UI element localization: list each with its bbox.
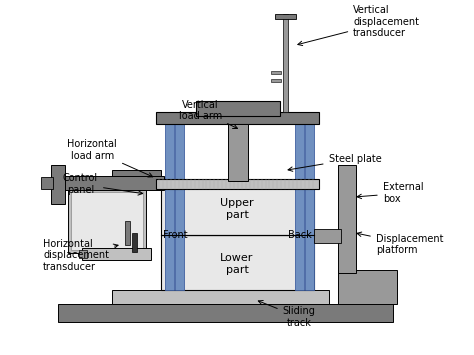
Bar: [228, 124, 248, 181]
Bar: [51, 176, 164, 190]
Bar: [71, 192, 144, 250]
Text: Steel plate: Steel plate: [288, 154, 381, 171]
Bar: [58, 304, 392, 322]
Text: Upper: Upper: [220, 198, 254, 208]
Text: Vertical
load arm: Vertical load arm: [179, 100, 237, 129]
Text: Control
panel: Control panel: [63, 174, 143, 195]
Bar: [80, 250, 87, 258]
Bar: [41, 178, 53, 189]
Text: External
box: External box: [357, 182, 423, 204]
Bar: [283, 14, 288, 113]
Text: part: part: [226, 265, 248, 275]
Text: Vertical
displacement
transducer: Vertical displacement transducer: [298, 5, 419, 45]
Bar: [272, 71, 281, 74]
Bar: [272, 79, 281, 82]
Text: Sliding
track: Sliding track: [258, 300, 316, 328]
Text: part: part: [226, 210, 248, 220]
Text: Horizontal
load arm: Horizontal load arm: [67, 139, 153, 177]
Text: Front: Front: [163, 230, 188, 240]
Bar: [125, 221, 130, 245]
Bar: [161, 186, 314, 235]
Bar: [68, 189, 146, 253]
Bar: [51, 165, 65, 204]
Bar: [156, 179, 319, 189]
Bar: [161, 235, 314, 290]
Bar: [112, 170, 161, 181]
Bar: [196, 100, 280, 116]
Bar: [275, 14, 296, 19]
Bar: [165, 122, 174, 290]
Bar: [112, 290, 328, 304]
Text: Displacement
platform: Displacement platform: [357, 232, 443, 255]
Bar: [314, 229, 341, 243]
Bar: [305, 122, 314, 290]
Bar: [82, 248, 151, 260]
Text: Lower: Lower: [220, 253, 254, 263]
Bar: [132, 233, 137, 252]
Text: Horizontal
displacement
transducer: Horizontal displacement transducer: [43, 239, 118, 272]
Bar: [338, 270, 398, 304]
Bar: [156, 113, 319, 124]
Bar: [338, 165, 356, 273]
Text: Back: Back: [288, 230, 312, 240]
Bar: [175, 122, 184, 290]
Bar: [295, 122, 304, 290]
